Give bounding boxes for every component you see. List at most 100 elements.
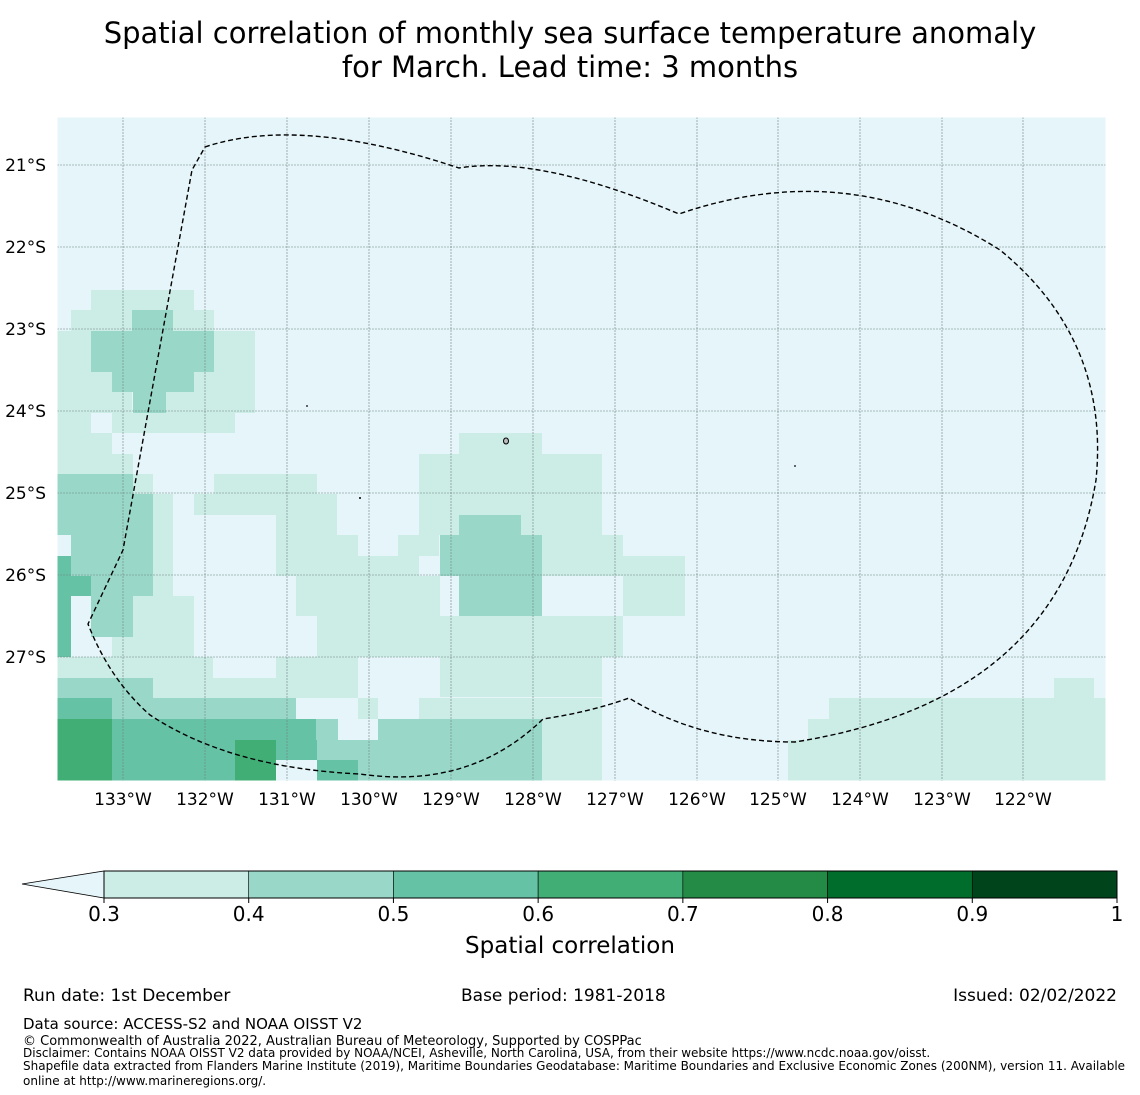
map-frame (56, 116, 1107, 782)
correlation-cell (91, 372, 112, 392)
correlation-cell (57, 698, 112, 720)
longitude-label: 133°W (94, 790, 152, 810)
correlation-cell (213, 678, 276, 698)
latitude-label: 26°S (5, 566, 46, 586)
correlation-cell (194, 372, 214, 392)
correlation-field (57, 290, 1106, 781)
correlation-cell (112, 372, 194, 392)
chart-title-line2: for March. Lead time: 3 months (341, 50, 799, 84)
correlation-cell (57, 474, 133, 494)
colorbar: 0.3 0.4 0.5 0.6 0.7 0.8 0.9 1 (21, 870, 1124, 926)
correlation-cell (91, 556, 153, 596)
island (359, 497, 361, 499)
correlation-cell (57, 719, 112, 781)
longitude-label: 122°W (994, 790, 1052, 810)
correlation-cell (214, 474, 317, 494)
latitude-label: 25°S (5, 484, 46, 504)
correlation-cell (194, 310, 214, 331)
correlation-cell (71, 535, 153, 556)
correlation-cell (166, 392, 214, 413)
graticule (57, 117, 1106, 781)
correlation-cell (398, 535, 439, 556)
correlation-cell (459, 433, 542, 454)
colorbar-under-arrow (21, 870, 105, 899)
correlation-cell (112, 740, 235, 781)
colorbar-tick-label: 0.7 (667, 902, 699, 926)
colorbar-tick-label: 0.8 (812, 902, 844, 926)
colorbar-segment (393, 870, 539, 899)
colorbar-segment (827, 870, 973, 899)
copyright: © Commonwealth of Australia 2022, Austra… (23, 1034, 642, 1049)
colorbar-segment (537, 870, 684, 899)
longitude-label: 126°W (668, 790, 726, 810)
correlation-cell (542, 535, 623, 576)
correlation-cell (57, 678, 153, 698)
colorbar-frame (103, 870, 1118, 899)
shapefile-credit-line2: online at http://www.marineregions.org/. (23, 1074, 267, 1088)
correlation-cell (132, 310, 173, 331)
colorbar-tick-label: 0.6 (522, 902, 554, 926)
correlation-cell (337, 535, 358, 576)
correlation-cell (91, 596, 133, 637)
colorbar-segment (248, 870, 394, 899)
correlation-cell (296, 576, 440, 616)
correlation-cell (419, 698, 602, 719)
correlation-cell (808, 719, 1106, 740)
correlation-cell (112, 719, 316, 740)
correlation-cell (623, 556, 685, 616)
longitude-label: 130°W (340, 790, 398, 810)
correlation-cell (358, 698, 378, 719)
latitude-label: 23°S (5, 320, 46, 340)
longitude-label: 123°W (913, 790, 971, 810)
colorbar-tick-label: 0.3 (88, 902, 120, 926)
correlation-cell (276, 657, 358, 698)
correlation-cell (91, 331, 214, 372)
longitude-labels: 133°W 132°W 131°W 130°W 129°W 128°W 127°W 126°W… (94, 790, 1052, 810)
correlation-cell (71, 310, 91, 331)
correlation-cell (276, 494, 337, 576)
correlation-cell (57, 454, 133, 474)
correlation-cell (440, 657, 602, 697)
correlation-cell (194, 494, 276, 515)
latitude-label: 24°S (5, 402, 46, 422)
eez-boundary (87, 134, 1099, 778)
data-source: Data source: ACCESS-S2 and NOAA OISST V2 (23, 1015, 363, 1033)
correlation-cell (459, 515, 521, 535)
longitude-label: 127°W (586, 790, 644, 810)
correlation-cell (378, 719, 542, 740)
correlation-cell (459, 454, 602, 515)
correlation-cell (521, 515, 602, 535)
run-date: Run date: 1st December (23, 986, 231, 1006)
correlation-cell (71, 576, 91, 596)
latitude-label: 27°S (5, 648, 46, 668)
correlation-cell (440, 535, 542, 576)
correlation-cell (317, 760, 358, 781)
correlation-cell (112, 637, 133, 657)
latitude-labels: 21°S 22°S 23°S 24°S 25°S 26°S 27°S (5, 156, 46, 668)
colorbar-label: Spatial correlation (465, 933, 675, 959)
island (503, 437, 509, 445)
disclaimer: Disclaimer: Contains NOAA OISST V2 data … (23, 1046, 931, 1060)
issued-date: Issued: 02/02/2022 (953, 986, 1117, 1006)
correlation-cell (57, 331, 91, 433)
correlation-cell (112, 413, 235, 433)
correlation-cell (788, 740, 1106, 781)
island (306, 405, 308, 407)
latitude-label: 21°S (5, 156, 46, 176)
correlation-cell (1054, 678, 1094, 698)
correlation-cell (57, 494, 153, 535)
correlation-cell (214, 331, 255, 413)
longitude-label: 128°W (504, 790, 562, 810)
colorbar-tick-label: 0.4 (233, 902, 265, 926)
correlation-cell (829, 698, 1106, 719)
correlation-cell (235, 740, 276, 781)
colorbar-tick-label: 1 (1111, 902, 1124, 926)
correlation-cell (91, 392, 132, 413)
longitude-label: 131°W (258, 790, 316, 810)
correlation-cell (276, 740, 317, 760)
correlation-cell (419, 454, 459, 535)
correlation-cell (153, 494, 173, 596)
correlation-cell (459, 576, 542, 616)
correlation-cell (358, 556, 419, 576)
